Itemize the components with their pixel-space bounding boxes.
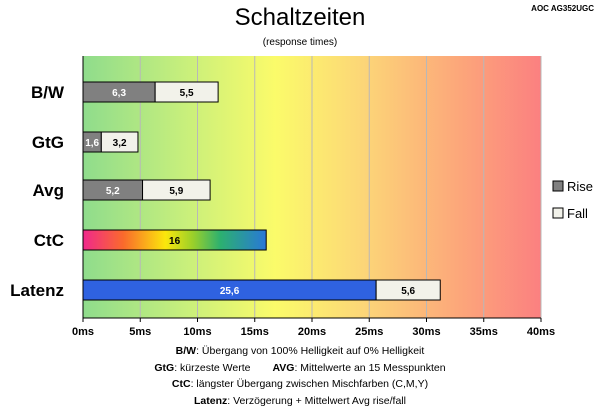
bar-fall bbox=[154, 81, 219, 103]
bar-fall bbox=[142, 179, 211, 201]
legend-swatch-fall bbox=[552, 207, 564, 219]
note-gtg-avg: GtG: kürzeste Werte AVG: Mittelwerte an 1… bbox=[154, 361, 446, 374]
category-label: Avg bbox=[33, 181, 65, 200]
x-tick-label: 35ms bbox=[470, 326, 498, 338]
x-tick-label: 15ms bbox=[241, 326, 269, 338]
x-tick-label: 20ms bbox=[298, 326, 326, 338]
legend-label-fall: Fall bbox=[567, 206, 588, 221]
bar-fall-label: 5,5 bbox=[180, 88, 194, 99]
bar-fall-label: 3,2 bbox=[113, 138, 127, 149]
chart-title: Schaltzeiten bbox=[234, 4, 366, 31]
bar-latenz-label: 25,6 bbox=[220, 286, 240, 297]
chart-notes: B/W: Übergang von 100% Helligkeit auf 0%… bbox=[0, 343, 600, 409]
category-label: GtG bbox=[32, 133, 64, 152]
note-ctc: CtC: längster Übergang zwischen Mischfar… bbox=[171, 378, 429, 390]
bar-ctc-label: 16 bbox=[169, 236, 181, 247]
x-tick-label: 5ms bbox=[129, 326, 151, 338]
bar-fall bbox=[100, 131, 139, 153]
category-label: CtC bbox=[34, 231, 64, 250]
legend-label-rise: Rise bbox=[567, 179, 593, 194]
bar-fall-label: 5,9 bbox=[169, 186, 183, 197]
x-tick-label: 25ms bbox=[355, 326, 383, 338]
x-tick-label: 0ms bbox=[72, 326, 94, 338]
x-tick-label: 30ms bbox=[412, 326, 440, 338]
x-tick-label: 10ms bbox=[183, 326, 211, 338]
category-label: Latenz bbox=[10, 281, 64, 300]
bar-rise-label: 6,3 bbox=[112, 88, 126, 99]
note-bw: B/W: Übergang von 100% Helligkeit auf 0%… bbox=[175, 345, 425, 357]
note-latenz: Latenz: Verzögerung + Mittelwert Avg ris… bbox=[194, 394, 406, 407]
bar-latenz-fall-label: 5,6 bbox=[401, 286, 415, 297]
bar-latenz-fall bbox=[375, 279, 441, 301]
bar-rise-label: 5,2 bbox=[106, 186, 120, 197]
model-label: AOC AG352UGC bbox=[531, 4, 594, 13]
category-label: B/W bbox=[31, 83, 65, 102]
legend-swatch-rise bbox=[552, 180, 564, 192]
chart-subtitle: (response times) bbox=[262, 37, 338, 48]
x-tick-label: 40ms bbox=[527, 326, 555, 338]
bar-rise-label: 1,6 bbox=[85, 138, 99, 149]
